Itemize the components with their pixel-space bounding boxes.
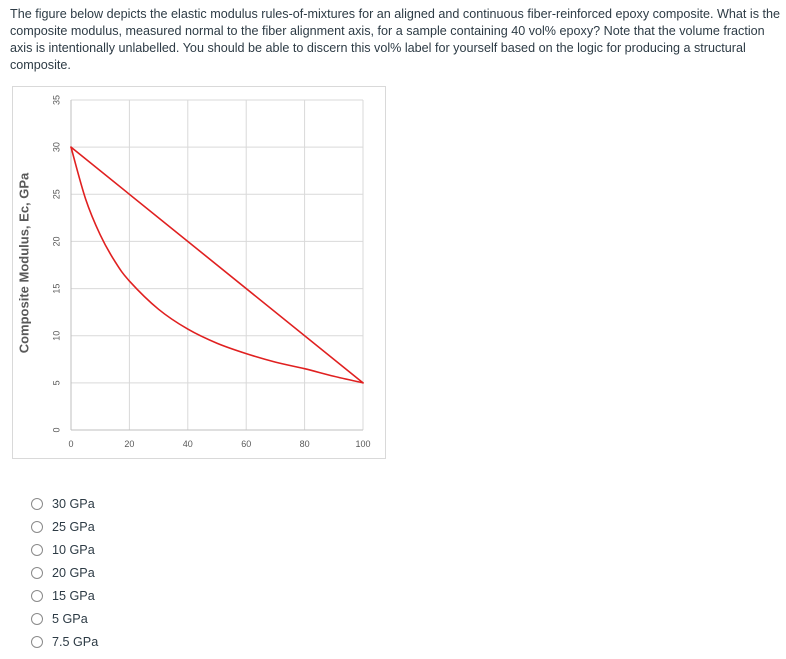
x-tick-label: 80 (300, 439, 310, 449)
x-tick-label: 100 (355, 439, 370, 449)
y-tick-label: 35 (51, 95, 61, 105)
radio-button[interactable] (31, 635, 43, 648)
chart-gridlines (71, 99, 364, 430)
y-tick-label: 20 (51, 236, 61, 246)
y-tick-label: 25 (51, 189, 61, 199)
modulus-chart: 0 5 10 15 20 25 30 35 0 20 40 60 80 100 (51, 95, 370, 449)
y-axis-label: Composite Modulus, Ec, GPa (16, 172, 32, 354)
y-tick-label: 0 (51, 427, 61, 432)
answer-option[interactable]: 7.5 GPa (31, 630, 98, 653)
x-tick-label: 60 (241, 439, 251, 449)
chart-image: 0 5 10 15 20 25 30 35 0 20 40 60 80 100 (12, 86, 386, 459)
radio-button[interactable] (31, 497, 43, 510)
radio-button[interactable] (31, 520, 43, 533)
chart-axes (70, 100, 363, 431)
chart-tick-labels: 0 5 10 15 20 25 30 35 0 20 40 60 80 100 (51, 95, 370, 449)
answer-options: 30 GPa 25 GPa 10 GPa 20 GPa 15 GPa 5 GPa… (31, 492, 98, 653)
answer-option[interactable]: 15 GPa (31, 584, 98, 607)
x-tick-label: 40 (183, 439, 193, 449)
answer-option[interactable]: 30 GPa (31, 492, 98, 515)
radio-button[interactable] (31, 543, 43, 556)
answer-option[interactable]: 10 GPa (31, 538, 98, 561)
answer-option[interactable]: 5 GPa (31, 607, 98, 630)
series-line-lower-bound (70, 146, 364, 384)
answer-option-label: 10 GPa (52, 542, 95, 557)
y-tick-label: 5 (51, 380, 61, 385)
chart-series (70, 146, 364, 384)
y-tick-label: 30 (51, 142, 61, 152)
answer-option[interactable]: 25 GPa (31, 515, 98, 538)
radio-button[interactable] (31, 566, 43, 579)
answer-option-label: 7.5 GPa (52, 634, 99, 649)
radio-button[interactable] (31, 612, 43, 625)
x-tick-label: 20 (124, 439, 134, 449)
radio-button[interactable] (31, 589, 43, 602)
answer-option-label: 20 GPa (52, 565, 95, 580)
answer-option[interactable]: 20 GPa (31, 561, 98, 584)
x-tick-label: 0 (68, 439, 73, 449)
y-tick-label: 15 (51, 284, 61, 294)
answer-option-label: 5 GPa (52, 611, 88, 626)
question-text: The figure below depicts the elastic mod… (10, 7, 781, 72)
series-line-upper-bound (70, 146, 364, 384)
answer-option-label: 25 GPa (52, 519, 95, 534)
answer-option-label: 30 GPa (52, 496, 95, 511)
y-tick-label: 10 (51, 331, 61, 341)
answer-option-label: 15 GPa (52, 588, 95, 603)
